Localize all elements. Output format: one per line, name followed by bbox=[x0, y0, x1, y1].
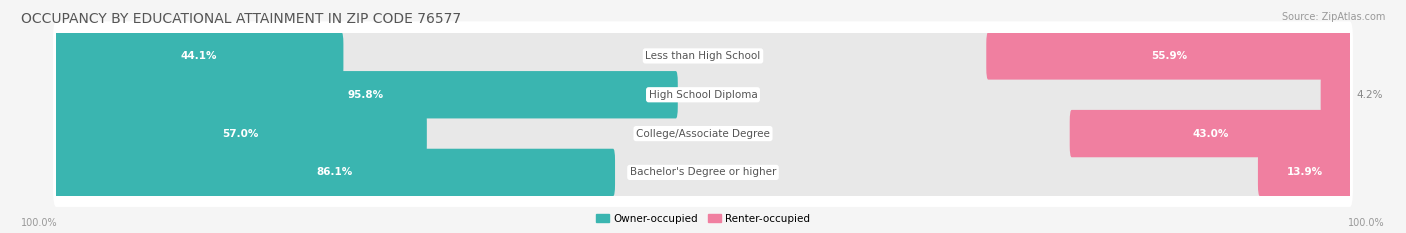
FancyBboxPatch shape bbox=[55, 32, 343, 80]
FancyBboxPatch shape bbox=[1320, 71, 1351, 118]
Text: High School Diploma: High School Diploma bbox=[648, 90, 758, 100]
FancyBboxPatch shape bbox=[60, 110, 1346, 157]
Text: 4.2%: 4.2% bbox=[1357, 90, 1382, 100]
FancyBboxPatch shape bbox=[53, 138, 1353, 207]
Text: 43.0%: 43.0% bbox=[1192, 129, 1229, 139]
Text: OCCUPANCY BY EDUCATIONAL ATTAINMENT IN ZIP CODE 76577: OCCUPANCY BY EDUCATIONAL ATTAINMENT IN Z… bbox=[21, 12, 461, 26]
Text: 100.0%: 100.0% bbox=[21, 218, 58, 228]
FancyBboxPatch shape bbox=[60, 149, 1346, 196]
FancyBboxPatch shape bbox=[1258, 149, 1351, 196]
Text: Source: ZipAtlas.com: Source: ZipAtlas.com bbox=[1281, 12, 1385, 22]
FancyBboxPatch shape bbox=[55, 149, 614, 196]
Text: 55.9%: 55.9% bbox=[1152, 51, 1187, 61]
FancyBboxPatch shape bbox=[55, 110, 427, 157]
Text: 44.1%: 44.1% bbox=[180, 51, 217, 61]
Text: 95.8%: 95.8% bbox=[347, 90, 384, 100]
FancyBboxPatch shape bbox=[53, 99, 1353, 168]
FancyBboxPatch shape bbox=[60, 71, 1346, 118]
FancyBboxPatch shape bbox=[986, 32, 1351, 80]
FancyBboxPatch shape bbox=[60, 32, 1346, 80]
Text: Bachelor's Degree or higher: Bachelor's Degree or higher bbox=[630, 168, 776, 177]
Legend: Owner-occupied, Renter-occupied: Owner-occupied, Renter-occupied bbox=[592, 209, 814, 228]
Text: 86.1%: 86.1% bbox=[316, 168, 353, 177]
FancyBboxPatch shape bbox=[53, 60, 1353, 129]
FancyBboxPatch shape bbox=[55, 71, 678, 118]
Text: 57.0%: 57.0% bbox=[222, 129, 259, 139]
Text: Less than High School: Less than High School bbox=[645, 51, 761, 61]
FancyBboxPatch shape bbox=[53, 21, 1353, 90]
Text: 13.9%: 13.9% bbox=[1286, 168, 1323, 177]
FancyBboxPatch shape bbox=[1070, 110, 1351, 157]
Text: College/Associate Degree: College/Associate Degree bbox=[636, 129, 770, 139]
Text: 100.0%: 100.0% bbox=[1348, 218, 1385, 228]
